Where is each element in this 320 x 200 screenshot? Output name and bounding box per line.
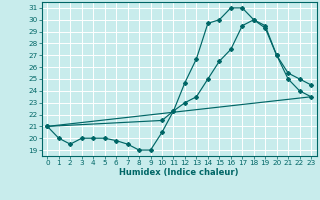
X-axis label: Humidex (Indice chaleur): Humidex (Indice chaleur) (119, 168, 239, 177)
